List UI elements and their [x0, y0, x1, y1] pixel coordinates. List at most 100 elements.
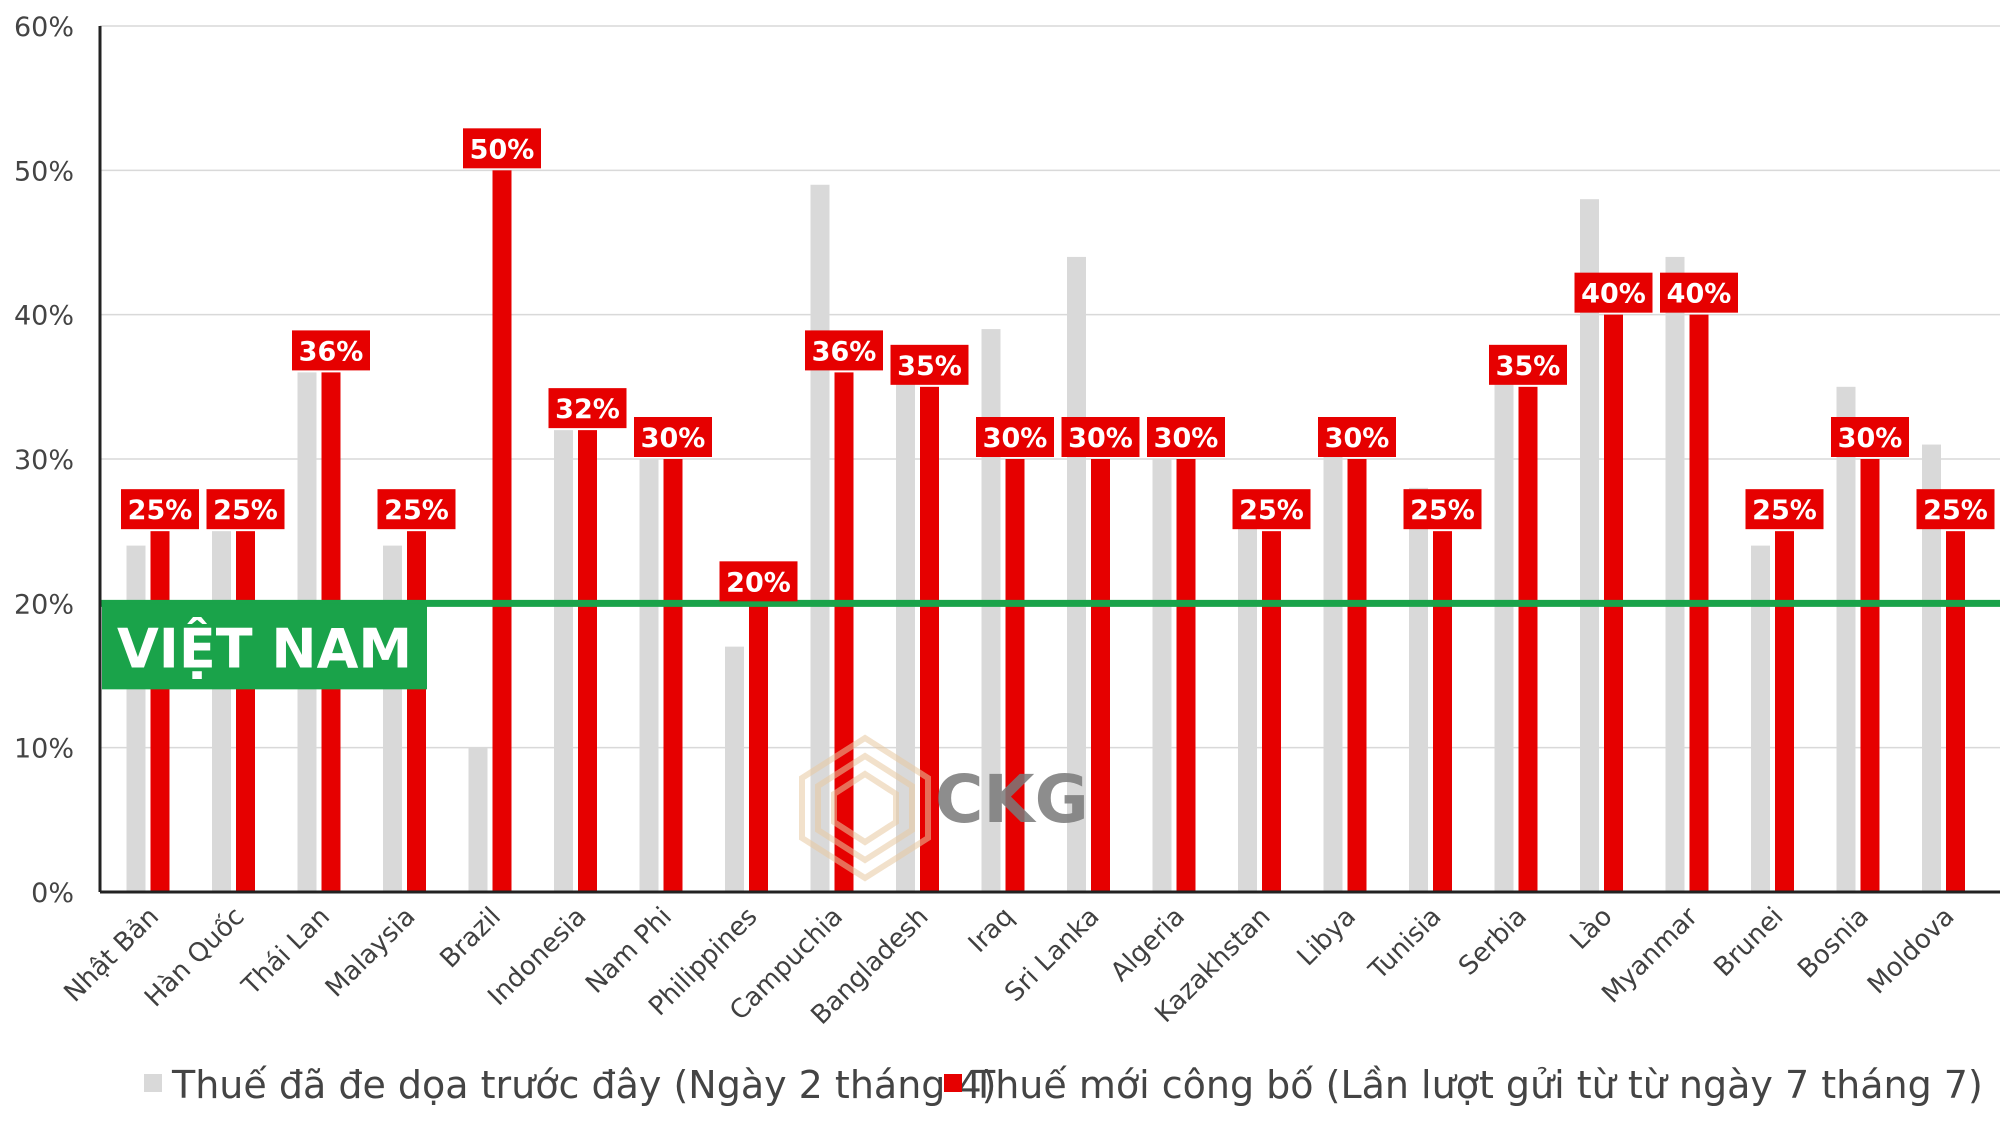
data-label: 32% [548, 388, 627, 429]
data-label-text: 25% [1410, 495, 1475, 526]
data-label-box [1403, 489, 1482, 530]
data-label-text: 25% [213, 495, 278, 526]
data-label-text: 36% [812, 336, 877, 367]
data-label-text: 30% [1325, 423, 1390, 454]
bar-new [834, 372, 854, 892]
data-label: 36% [805, 330, 883, 371]
y-tick-label: 0% [31, 878, 74, 909]
data-label-box [292, 330, 370, 371]
data-label-text: 36% [299, 336, 364, 367]
legend-swatch-new [944, 1074, 962, 1092]
data-label-box [1831, 417, 1909, 457]
data-label: 25% [1916, 489, 1995, 530]
bar-new [749, 603, 768, 892]
bar-previous [1409, 487, 1428, 892]
data-label-box [463, 128, 541, 169]
data-label: 30% [1318, 417, 1396, 457]
data-label: 36% [292, 330, 370, 371]
data-label-text: 40% [1667, 279, 1732, 310]
data-label: 40% [1660, 272, 1738, 313]
data-label-box [1745, 489, 1824, 530]
bar-previous [981, 329, 1001, 893]
data-label: 40% [1574, 272, 1653, 313]
data-label: 50% [463, 128, 541, 169]
bar-new [1091, 459, 1110, 892]
bar-new [492, 170, 512, 893]
data-label: 25% [1745, 489, 1824, 530]
vietnam-badge [102, 603, 427, 690]
data-label-text: 20% [726, 567, 791, 598]
y-tick-label: 50% [14, 156, 74, 187]
axes [98, 26, 2000, 894]
data-label: 30% [1061, 417, 1140, 457]
bar-previous [1323, 444, 1343, 892]
data-label-text: 32% [555, 394, 620, 425]
bar-previous [554, 430, 573, 892]
data-label-text: 30% [1068, 423, 1133, 454]
x-category-label: Thái Lan [236, 902, 336, 1002]
y-axis-ticks: 0% 10% 20% 30% 40% 50% 60% [14, 12, 74, 909]
bar-new [1860, 459, 1880, 892]
data-label: 30% [634, 417, 712, 457]
y-tick-label: 20% [14, 589, 74, 620]
bar-new [1005, 459, 1025, 892]
legend-label-previous: Thuế đã đe dọa trước đây (Ngày 2 tháng 4… [171, 1063, 996, 1107]
data-label-text: 25% [1752, 495, 1817, 526]
data-label-box [1061, 417, 1140, 457]
vietnam-label: VIỆT NAM [117, 617, 412, 680]
data-label-box [719, 561, 798, 602]
bar-previous [126, 545, 146, 892]
bar-previous [1494, 357, 1514, 892]
data-label: 35% [890, 344, 969, 385]
bar-previous [1238, 502, 1257, 892]
legend: Thuế đã đe dọa trước đây (Ngày 2 tháng 4… [144, 1063, 1983, 1107]
bar-previous [1067, 256, 1086, 892]
x-category-label: Moldova [1862, 902, 1960, 1000]
bar-new [578, 430, 597, 892]
data-label: 30% [1831, 417, 1909, 457]
y-tick-label: 10% [14, 734, 74, 765]
data-label-text: 25% [128, 495, 193, 526]
legend-item-previous: Thuế đã đe dọa trước đây (Ngày 2 tháng 4… [144, 1063, 996, 1107]
data-label-box [1916, 489, 1995, 530]
bar-new [1775, 531, 1794, 892]
bar-new [1262, 531, 1281, 892]
data-label-box [1489, 344, 1567, 385]
bars [126, 170, 1965, 893]
watermark-text: CKG [935, 761, 1089, 838]
bar-new [1176, 459, 1196, 892]
x-category-label: Sri Lanka [999, 902, 1105, 1008]
bar-previous [1922, 444, 1941, 892]
data-label-text: 35% [1496, 351, 1561, 382]
data-label-box [377, 489, 456, 530]
x-category-label: Brazil [434, 902, 507, 975]
y-tick-label: 30% [14, 445, 74, 476]
data-label-box [548, 388, 627, 429]
bar-previous [1665, 256, 1685, 892]
bar-new [1433, 531, 1452, 892]
data-label-text: 30% [1154, 423, 1219, 454]
vietnam-reference-line: VIỆT NAM [100, 599, 2000, 690]
bar-previous [212, 531, 231, 892]
bar-new [1347, 459, 1367, 892]
data-label-box [634, 417, 712, 457]
data-label: 35% [1489, 344, 1567, 385]
x-category-label: Tunisia [1363, 902, 1448, 987]
data-label-box [206, 489, 285, 530]
data-label-text: 40% [1581, 279, 1646, 310]
bar-previous [383, 545, 402, 892]
data-label-box [1232, 489, 1311, 530]
y-tick-label: 40% [14, 301, 74, 332]
data-label: 25% [1232, 489, 1311, 530]
x-category-label: Brunei [1708, 902, 1789, 983]
legend-item-new: Thuế mới công bố (Lần lượt gửi từ từ ngà… [944, 1063, 1983, 1107]
data-label: 25% [377, 489, 456, 530]
data-label-box [1660, 272, 1738, 313]
y-tick-label: 60% [14, 12, 74, 43]
data-label-box [1147, 417, 1225, 457]
bar-previous [639, 459, 659, 892]
bar-previous [1751, 545, 1770, 892]
bar-previous [1580, 199, 1599, 892]
